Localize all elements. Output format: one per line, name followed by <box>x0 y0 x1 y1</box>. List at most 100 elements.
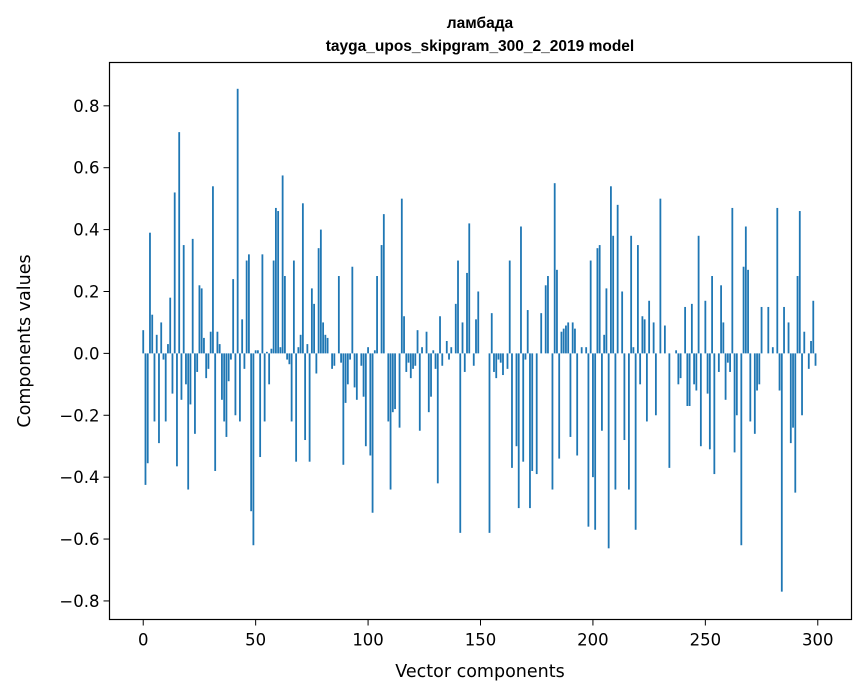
bar <box>313 303 316 354</box>
bar <box>200 288 203 354</box>
y-tick-label: 0.0 <box>73 344 99 363</box>
bar <box>783 306 785 354</box>
bar <box>434 353 437 369</box>
bar <box>326 337 329 354</box>
bar <box>659 198 662 354</box>
bar <box>257 350 259 354</box>
bar <box>490 313 493 354</box>
bar <box>180 353 183 400</box>
bar <box>248 254 250 354</box>
bar <box>614 353 617 490</box>
bar <box>364 353 367 447</box>
bar <box>468 223 471 354</box>
bar <box>342 353 345 465</box>
bar <box>594 353 597 530</box>
bar <box>713 353 716 475</box>
bar <box>288 353 291 365</box>
bar <box>742 266 745 354</box>
bar <box>544 285 547 354</box>
bar <box>749 353 752 422</box>
bar <box>162 353 165 360</box>
x-tick-label: 100 <box>352 631 384 650</box>
bar <box>747 269 749 354</box>
bar <box>425 331 428 354</box>
bar <box>524 353 527 360</box>
bar <box>560 331 563 354</box>
bar <box>731 207 734 354</box>
bar <box>254 350 257 354</box>
bar <box>232 279 235 354</box>
bar <box>225 353 228 437</box>
bar <box>182 245 185 354</box>
bar <box>526 310 529 354</box>
bar <box>353 353 356 388</box>
bar <box>488 353 491 533</box>
bar <box>281 175 284 354</box>
bar <box>189 353 192 405</box>
bar <box>684 306 687 354</box>
bar <box>286 353 289 360</box>
bar <box>508 260 511 354</box>
bar <box>160 322 163 354</box>
bar <box>376 276 378 354</box>
bar <box>382 214 385 354</box>
bar <box>628 353 630 490</box>
bar <box>562 328 565 354</box>
bar <box>610 186 612 354</box>
x-tick-label: 200 <box>577 631 609 650</box>
bar <box>641 316 644 354</box>
bar <box>389 353 392 490</box>
bar <box>198 285 201 354</box>
bar <box>234 353 237 416</box>
bar <box>439 316 441 354</box>
bar <box>636 245 639 354</box>
bar <box>760 306 763 354</box>
bar <box>400 198 403 354</box>
bar <box>448 353 450 360</box>
bar <box>771 347 774 354</box>
bar <box>301 203 304 354</box>
bar <box>360 353 363 366</box>
bar <box>405 353 408 372</box>
bar <box>243 353 246 369</box>
bar <box>810 341 812 354</box>
bar <box>445 341 448 354</box>
bar <box>216 331 219 354</box>
bar <box>493 353 495 372</box>
bar <box>457 260 459 354</box>
y-axis-label: Components values <box>15 254 35 427</box>
bar <box>529 353 531 509</box>
bar <box>149 232 151 354</box>
bar <box>668 353 671 468</box>
bar <box>261 254 264 354</box>
bar <box>299 334 302 354</box>
bar <box>711 276 713 354</box>
bar <box>398 353 401 428</box>
bar <box>196 353 199 372</box>
bar <box>373 350 376 354</box>
bar <box>414 353 417 366</box>
bar <box>675 350 678 354</box>
bar <box>780 353 783 592</box>
bar <box>726 353 729 363</box>
bar <box>585 347 588 354</box>
bar <box>297 347 300 354</box>
bar <box>616 204 619 354</box>
bar <box>686 353 689 406</box>
bar <box>349 353 351 360</box>
bar <box>499 353 502 363</box>
x-axis-label: Vector components <box>395 662 564 682</box>
bar <box>735 353 738 416</box>
chart-title: ламбада <box>447 15 514 32</box>
y-tick-label: −0.6 <box>59 530 99 549</box>
bar <box>729 353 731 372</box>
bar <box>607 353 610 549</box>
bar <box>441 353 444 366</box>
bar <box>427 353 430 413</box>
bar <box>203 337 205 354</box>
bar <box>212 186 214 354</box>
bar <box>171 353 174 394</box>
bar <box>369 353 372 456</box>
